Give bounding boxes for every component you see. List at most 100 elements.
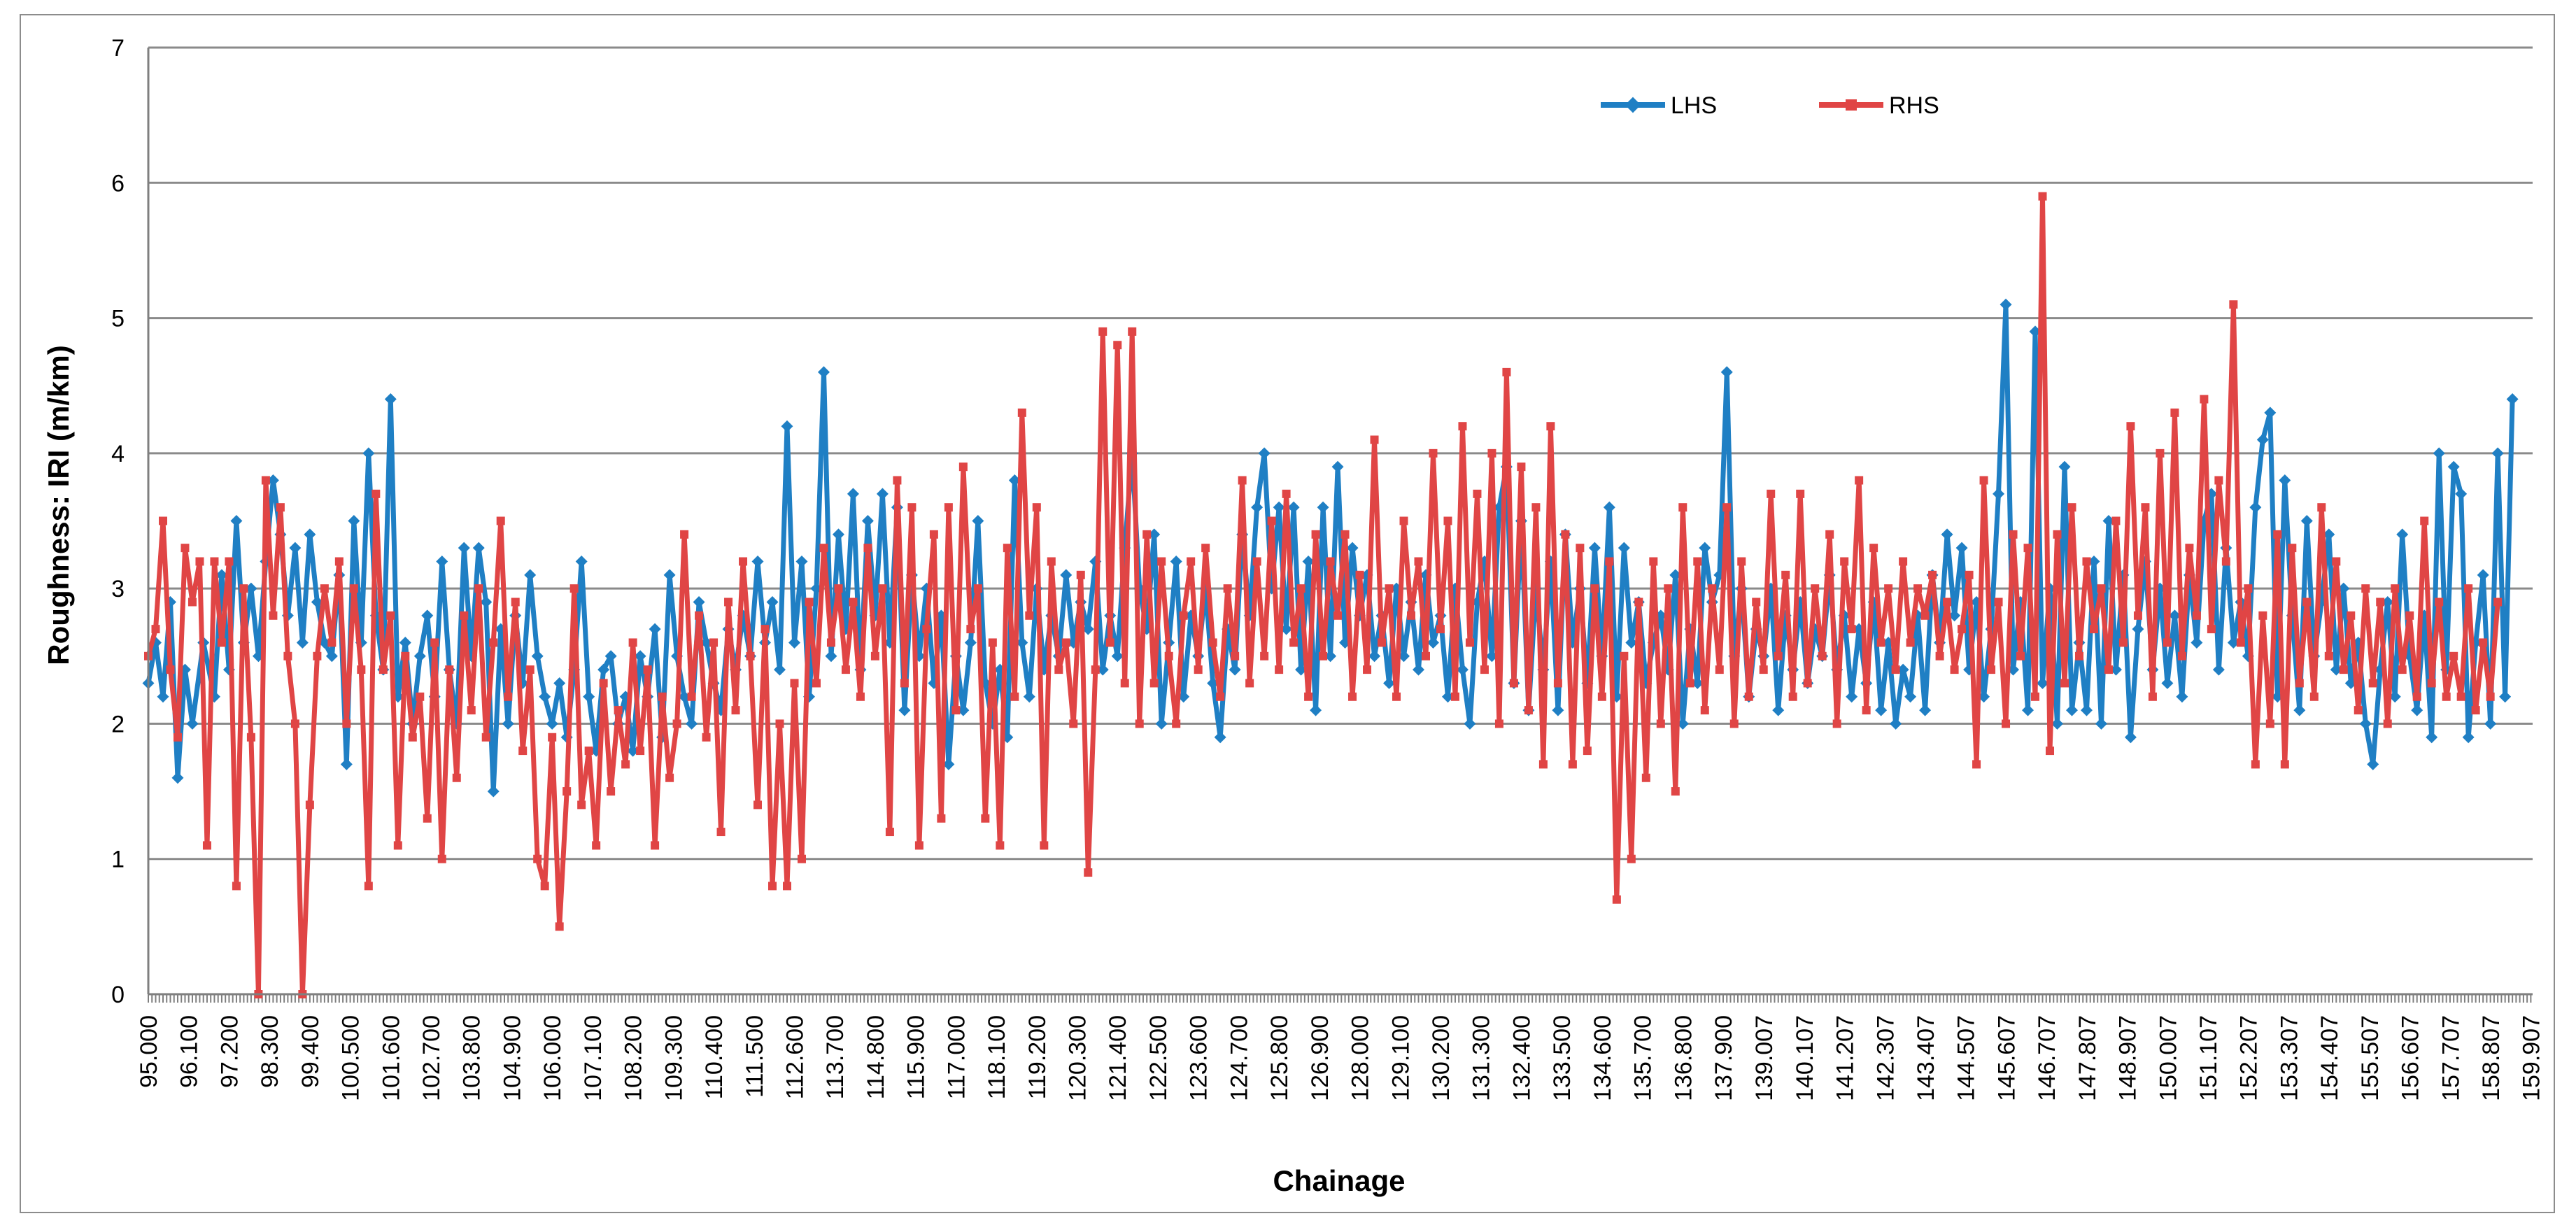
data-point: [1531, 503, 1541, 512]
data-point: [914, 841, 923, 850]
data-point: [739, 557, 748, 566]
data-point: [399, 636, 411, 649]
data-point: [878, 584, 887, 593]
x-tick-label: 112.600: [781, 1015, 808, 1099]
data-point: [1899, 557, 1908, 566]
data-point: [1473, 489, 1482, 498]
data-point: [1113, 341, 1122, 350]
data-point: [702, 733, 711, 742]
data-point: [795, 556, 808, 567]
data-point: [2227, 636, 2239, 649]
x-tick-label: 114.800: [863, 1015, 889, 1099]
data-point: [362, 447, 375, 460]
data-point: [460, 611, 469, 620]
data-point: [2479, 638, 2488, 647]
data-point: [2200, 395, 2209, 404]
data-point: [2391, 584, 2400, 593]
x-tick-label: 124.700: [1226, 1015, 1252, 1101]
data-point: [423, 814, 432, 823]
data-point: [649, 623, 661, 635]
x-tick-label: 104.900: [499, 1015, 525, 1101]
data-point: [1054, 665, 1063, 674]
data-point: [1003, 544, 1012, 553]
data-point: [1920, 611, 1930, 620]
x-tick-label: 143.407: [1913, 1015, 1939, 1101]
data-point: [1413, 663, 1424, 676]
data-point: [540, 882, 549, 891]
x-tick-label: 150.007: [2155, 1015, 2181, 1101]
data-point: [2089, 625, 2098, 634]
data-point: [524, 569, 537, 581]
x-tick-label: 122.500: [1145, 1015, 1172, 1101]
data-point: [187, 598, 197, 607]
data-point: [1691, 677, 1704, 689]
data-point: [1273, 501, 1285, 514]
data-point: [1588, 542, 1601, 554]
data-point: [1304, 692, 1313, 701]
data-point: [2249, 501, 2262, 514]
data-point: [1017, 408, 1026, 417]
data-point: [2295, 679, 2304, 688]
data-point: [1664, 584, 1673, 593]
data-point: [1282, 489, 1291, 498]
x-tick-label: 153.307: [2276, 1015, 2302, 1101]
data-point: [797, 854, 806, 863]
data-point: [634, 650, 646, 663]
data-point: [841, 665, 850, 674]
data-point: [1311, 530, 1320, 539]
data-point: [481, 733, 490, 742]
data-point: [437, 854, 446, 863]
data-point: [2170, 408, 2179, 417]
data-point: [1869, 544, 1878, 553]
x-tick-label: 123.600: [1186, 1015, 1212, 1101]
data-point: [1348, 692, 1357, 701]
data-point: [502, 717, 514, 730]
data-point: [1897, 663, 1909, 676]
data-point: [2389, 691, 2401, 703]
data-point: [1363, 665, 1372, 674]
data-point: [870, 651, 879, 660]
data-point: [2427, 679, 2436, 688]
data-point: [2244, 584, 2253, 593]
data-point: [1223, 584, 1232, 593]
data-point: [753, 800, 763, 810]
data-point: [2477, 569, 2489, 581]
data-point: [1441, 691, 1454, 703]
series-rhs: [144, 192, 2503, 998]
data-point: [1252, 557, 1261, 566]
data-point: [1289, 638, 1298, 647]
data-point: [225, 557, 234, 566]
data-point: [569, 584, 579, 593]
x-tick-label: 146.707: [2034, 1015, 2060, 1101]
data-point: [2037, 677, 2048, 689]
data-point: [472, 542, 485, 554]
data-point: [1275, 665, 1284, 674]
data-point: [2484, 717, 2497, 730]
data-point: [1700, 706, 1709, 715]
data-point: [996, 841, 1005, 850]
data-point: [604, 650, 617, 663]
data-point: [525, 665, 535, 674]
data-point: [1772, 704, 1785, 716]
data-point: [1385, 584, 1394, 593]
data-point: [893, 476, 902, 485]
data-point: [2053, 530, 2062, 539]
data-point: [1465, 638, 1474, 647]
data-point: [548, 733, 557, 742]
data-point: [817, 366, 830, 379]
data-point: [1149, 679, 1159, 688]
data-point: [621, 760, 630, 769]
data-point: [2293, 704, 2306, 716]
data-point: [1346, 542, 1359, 554]
data-point: [2324, 651, 2333, 660]
data-point: [474, 584, 483, 593]
data-point: [2426, 731, 2438, 744]
x-tick-label: 126.900: [1307, 1015, 1333, 1101]
data-point: [1994, 598, 2003, 607]
data-point: [1941, 528, 1953, 541]
data-point: [378, 665, 388, 674]
data-point: [1846, 691, 1858, 703]
data-point: [1324, 650, 1337, 663]
data-point: [607, 787, 616, 796]
